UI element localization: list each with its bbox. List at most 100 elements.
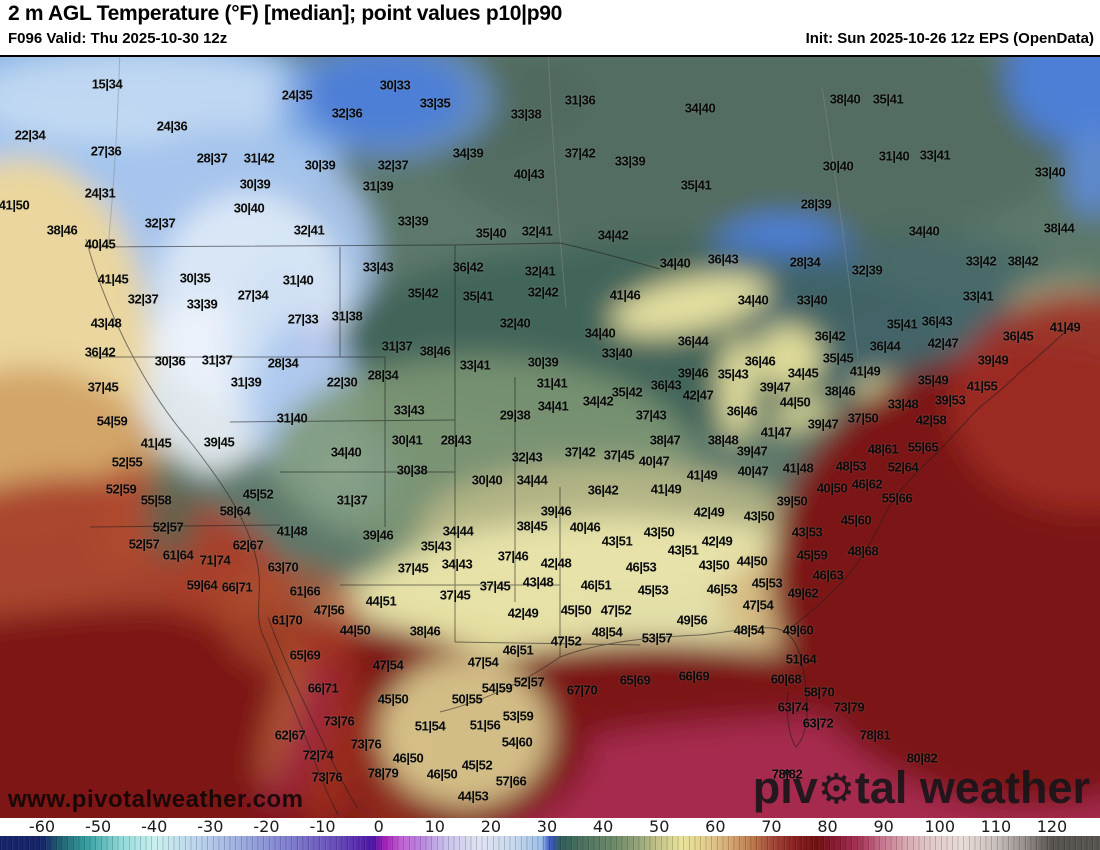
point-value-label: 43|50 (643, 524, 675, 540)
colorbar-tick-label: 50 (649, 817, 670, 836)
point-value-label: 30|40 (822, 158, 854, 174)
point-value-label: 38|46 (824, 383, 856, 399)
point-value-label: 63|74 (777, 699, 809, 715)
point-value-label: 34|43 (441, 556, 473, 572)
point-value-label: 78|79 (367, 765, 399, 781)
point-value-label: 30|40 (471, 472, 503, 488)
colorbar-tick-label: -40 (141, 817, 168, 836)
point-value-label: 22|30 (326, 374, 358, 390)
point-value-label: 35|40 (475, 225, 507, 241)
point-value-label: 44|50 (736, 553, 768, 569)
point-value-label: 32|41 (521, 223, 553, 239)
point-value-label: 31|37 (381, 338, 413, 354)
point-value-label: 51|56 (469, 717, 501, 733)
point-value-label: 62|67 (274, 727, 306, 743)
point-value-label: 38|47 (649, 432, 681, 448)
point-value-label: 31|37 (336, 492, 368, 508)
point-value-label: 34|40 (737, 292, 769, 308)
point-value-label: 28|39 (800, 196, 832, 212)
colorbar-cells (0, 836, 1100, 850)
colorbar-tick-label: 100 (924, 817, 956, 836)
point-value-label: 35|41 (886, 316, 918, 332)
point-value-label: 55|66 (881, 490, 913, 506)
point-value-label: 47|52 (550, 633, 582, 649)
point-value-label: 36|44 (677, 333, 709, 349)
point-value-label: 33|43 (393, 402, 425, 418)
point-value-label: 30|33 (379, 77, 411, 93)
point-value-label: 39|46 (677, 365, 709, 381)
point-value-label: 42|49 (701, 533, 733, 549)
point-value-label: 24|35 (281, 87, 313, 103)
point-value-label: 45|53 (637, 582, 669, 598)
point-value-label: 27|36 (90, 143, 122, 159)
point-value-label: 28|37 (196, 150, 228, 166)
point-value-label: 42|49 (507, 605, 539, 621)
point-value-label: 34|40 (659, 255, 691, 271)
point-value-label: 65|69 (289, 647, 321, 663)
graticule-lines (107, 57, 859, 358)
colorbar-tick-label: 70 (761, 817, 782, 836)
point-value-label: 36|42 (587, 482, 619, 498)
point-value-label: 48|53 (835, 458, 867, 474)
point-value-label: 52|57 (128, 536, 160, 552)
point-value-label: 39|46 (362, 527, 394, 543)
point-value-label: 33|40 (796, 292, 828, 308)
point-value-label: 34|42 (582, 393, 614, 409)
point-value-label: 45|52 (461, 757, 493, 773)
point-value-label: 33|39 (614, 153, 646, 169)
point-value-label: 24|36 (156, 118, 188, 134)
point-value-label: 46|63 (812, 567, 844, 583)
point-value-label: 37|42 (564, 444, 596, 460)
point-value-label: 78|82 (771, 766, 803, 782)
init-time-label: Init: Sun 2025-10-26 12z EPS (OpenData) (805, 30, 1094, 47)
point-value-label: 30|35 (179, 270, 211, 286)
point-value-label: 34|44 (442, 523, 474, 539)
point-value-label: 62|67 (232, 537, 264, 553)
point-value-label: 41|46 (609, 287, 641, 303)
point-value-label: 32|36 (331, 105, 363, 121)
point-value-label: 46|62 (851, 476, 883, 492)
point-value-label: 27|33 (287, 311, 319, 327)
point-value-label: 66|69 (678, 668, 710, 684)
point-value-label: 34|40 (684, 100, 716, 116)
point-value-label: 30|39 (527, 354, 559, 370)
point-value-label: 41|49 (650, 481, 682, 497)
point-value-label: 50|55 (451, 691, 483, 707)
point-value-label: 48|61 (867, 441, 899, 457)
point-value-label: 43|50 (743, 508, 775, 524)
point-value-label: 40|45 (84, 236, 116, 252)
point-value-label: 40|46 (569, 519, 601, 535)
point-value-label: 39|53 (934, 392, 966, 408)
point-value-label: 58|64 (219, 503, 251, 519)
point-value-label: 36|42 (84, 344, 116, 360)
point-value-label: 58|70 (803, 684, 835, 700)
watermark-url: www.pivotalweather.com (8, 786, 304, 813)
point-value-label: 57|66 (495, 773, 527, 789)
point-value-label: 39|47 (807, 416, 839, 432)
point-value-label: 41|47 (760, 424, 792, 440)
point-value-label: 31|41 (536, 375, 568, 391)
point-value-label: 61|70 (271, 612, 303, 628)
point-value-label: 45|50 (560, 602, 592, 618)
point-value-label: 31|40 (276, 410, 308, 426)
point-value-label: 34|40 (908, 223, 940, 239)
point-value-label: 40|47 (737, 463, 769, 479)
point-value-label: 39|45 (203, 434, 235, 450)
point-value-label: 38|42 (1007, 253, 1039, 269)
gear-icon: ⚙ (817, 766, 855, 812)
point-value-label: 34|41 (537, 398, 569, 414)
point-value-label: 55|58 (140, 492, 172, 508)
point-value-label: 38|45 (516, 518, 548, 534)
point-value-label: 59|64 (186, 577, 218, 593)
point-value-label: 32|37 (377, 157, 409, 173)
point-value-label: 42|48 (540, 555, 572, 571)
point-value-label: 51|54 (414, 718, 446, 734)
point-value-label: 28|43 (440, 432, 472, 448)
colorbar (0, 836, 1100, 850)
point-value-label: 32|40 (499, 315, 531, 331)
point-value-label: 72|74 (302, 747, 334, 763)
point-value-label: 42|58 (915, 412, 947, 428)
colorbar-tick-label: 30 (536, 817, 558, 836)
point-value-label: 37|46 (497, 548, 529, 564)
colorbar-tick-label: 20 (480, 817, 502, 836)
